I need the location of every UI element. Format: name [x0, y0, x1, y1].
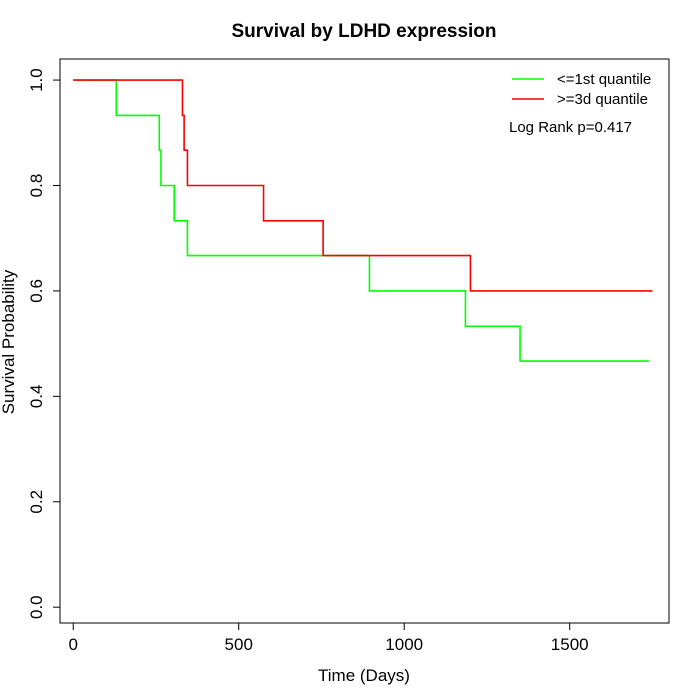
- legend-label: <=1st quantile: [557, 71, 651, 88]
- chart-title: Survival by LDHD expression: [231, 21, 496, 42]
- y-tick-label: 0.8: [27, 174, 46, 198]
- y-tick-label: 0.0: [27, 595, 46, 619]
- x-axis-label: Time (Days): [318, 666, 410, 685]
- log-rank-annotation: Log Rank p=0.417: [509, 119, 632, 136]
- y-axis-label: Survival Probability: [0, 269, 18, 414]
- x-axis: 0 500 1000 1500: [69, 622, 589, 654]
- x-tick-label: 1000: [385, 635, 423, 654]
- y-axis: 0.0 0.2 0.4 0.6 0.8 1.0: [27, 68, 61, 619]
- plot-area: [59, 58, 670, 624]
- series-layer: [73, 79, 653, 362]
- legend: <=1st quantile >=3d quantile: [512, 71, 651, 108]
- survival-curve-low: [73, 79, 650, 362]
- y-tick-label: 0.6: [27, 279, 46, 303]
- x-tick-label: 1500: [551, 635, 589, 654]
- legend-label: >=3d quantile: [557, 91, 648, 108]
- y-tick-label: 0.2: [27, 490, 46, 514]
- survival-curve-high: [73, 79, 653, 292]
- y-tick-label: 1.0: [27, 68, 46, 92]
- x-tick-label: 500: [225, 635, 253, 654]
- y-tick-label: 0.4: [27, 385, 46, 409]
- x-tick-label: 0: [69, 635, 78, 654]
